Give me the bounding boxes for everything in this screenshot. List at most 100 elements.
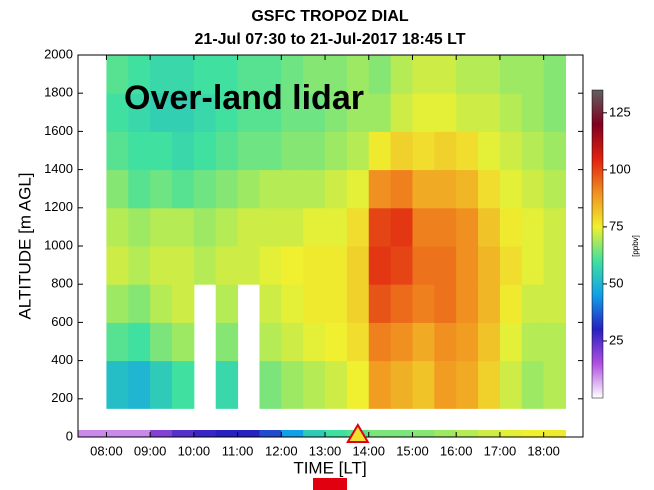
heatmap-cell (172, 322, 195, 362)
heatmap-cell (150, 55, 173, 94)
heatmap-cell (434, 322, 457, 362)
heatmap-cell (237, 131, 260, 171)
heatmap-cell (303, 360, 326, 409)
heatmap-cell (368, 93, 392, 132)
heatmap-cell (215, 284, 239, 323)
heatmap-cell (259, 207, 282, 247)
heatmap-cell (150, 131, 173, 171)
x-tick-label: 09:00 (134, 443, 167, 458)
y-tick-label: 1400 (44, 161, 73, 176)
heatmap-cell (325, 246, 348, 285)
y-tick-label: 1600 (44, 123, 73, 138)
heatmap-cell (281, 131, 304, 171)
heatmap-cell (303, 169, 326, 209)
heatmap-cell (106, 246, 129, 285)
heatmap-cell (521, 246, 545, 285)
surface-cell (390, 430, 413, 437)
heatmap-cell (215, 360, 239, 409)
marker-box (313, 478, 347, 490)
heatmap-cell (390, 207, 413, 247)
heatmap-cell (412, 322, 435, 362)
heatmap-cell (499, 93, 523, 132)
x-tick-label: 11:00 (222, 443, 254, 458)
surface-cell (303, 430, 326, 437)
x-tick-label: 13:00 (309, 443, 342, 458)
surface-cell (521, 430, 545, 437)
heatmap-cell (193, 207, 217, 247)
heatmap-cell (325, 284, 348, 323)
colorbar-label: [ppbv] (631, 235, 640, 257)
heatmap-cell (499, 322, 523, 362)
heatmap (78, 55, 567, 437)
heatmap-cell (368, 55, 392, 94)
heatmap-cell (521, 131, 545, 171)
heatmap-cell (172, 207, 195, 247)
y-tick-label: 600 (51, 314, 73, 329)
heatmap-cell (325, 360, 348, 409)
heatmap-cell (128, 169, 151, 209)
annotation: Over-land lidar (124, 79, 364, 117)
x-tick-label: 15:00 (396, 443, 429, 458)
heatmap-cell (412, 93, 435, 132)
heatmap-cell (368, 246, 392, 285)
heatmap-cell (106, 360, 129, 409)
surface-cell (237, 430, 260, 437)
heatmap-cell (172, 284, 195, 323)
x-tick-label: 10:00 (178, 443, 211, 458)
heatmap-cell (412, 169, 435, 209)
colorbar-tick-label: 75 (609, 218, 623, 233)
heatmap-cell (215, 246, 239, 285)
y-tick-label: 1800 (44, 85, 73, 100)
surface-cell (412, 430, 435, 437)
heatmap-cell (325, 93, 348, 132)
colorbar-tick-label: 50 (609, 275, 623, 290)
colorbar-tick-label: 100 (609, 161, 631, 176)
heatmap-cell (346, 169, 370, 209)
y-tick-label: 2000 (44, 46, 73, 61)
heatmap-cell (237, 55, 260, 94)
heatmap-cell (521, 284, 545, 323)
x-tick-label: 14:00 (352, 443, 385, 458)
heatmap-cell (303, 246, 326, 285)
surface-cell (325, 430, 348, 437)
heatmap-cell (478, 93, 501, 132)
surface-cell (193, 430, 217, 437)
heatmap-cell (303, 55, 326, 94)
heatmap-cell (434, 360, 457, 409)
heatmap-cell (412, 55, 435, 94)
heatmap-cell (281, 360, 304, 409)
heatmap-cell (237, 246, 260, 285)
heatmap-cell (390, 93, 413, 132)
heatmap-cell (303, 93, 326, 132)
heatmap-cell (281, 284, 304, 323)
heatmap-cell (172, 55, 195, 94)
heatmap-cell (150, 360, 173, 409)
time-marker (346, 423, 370, 443)
heatmap-cell (150, 169, 173, 209)
heatmap-cell (106, 93, 129, 132)
heatmap-cell (150, 284, 173, 323)
heatmap-cell (346, 322, 370, 362)
heatmap-cell (499, 55, 523, 94)
heatmap-cell (325, 207, 348, 247)
heatmap-cell (303, 284, 326, 323)
heatmap-cell (303, 322, 326, 362)
heatmap-cell (456, 207, 479, 247)
heatmap-cell (150, 207, 173, 247)
chart-title: GSFC TROPOZ DIAL (251, 8, 409, 25)
heatmap-cell (193, 93, 217, 132)
heatmap-cell (368, 131, 392, 171)
heatmap-cell (412, 284, 435, 323)
heatmap-cell (412, 131, 435, 171)
heatmap-cell (390, 131, 413, 171)
y-axis-label: ALTITUDE [m AGL] (15, 172, 34, 319)
heatmap-cell (150, 93, 173, 132)
heatmap-cell (106, 169, 129, 209)
heatmap-cell (150, 246, 173, 285)
heatmap-cell (128, 360, 151, 409)
heatmap-cell (193, 55, 217, 94)
heatmap-cell (543, 55, 567, 94)
x-tick-label: 08:00 (90, 443, 123, 458)
heatmap-cell (368, 322, 392, 362)
heatmap-cell (390, 169, 413, 209)
